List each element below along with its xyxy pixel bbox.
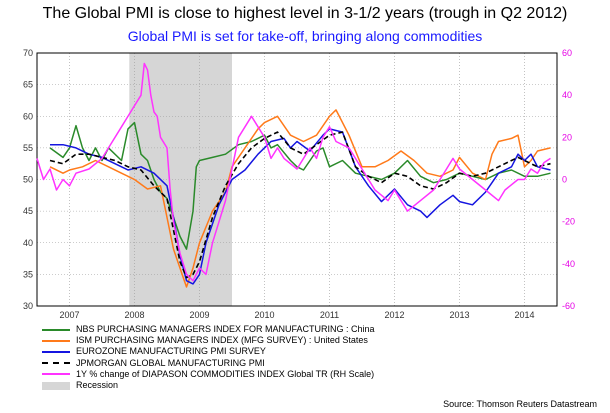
legend-label: JPMORGAN GLOBAL MANUFACTURING PMI: [76, 357, 265, 368]
series-line: [49, 121, 551, 250]
legend-swatch: [42, 373, 70, 376]
chart-subtitle: Global PMI is set for take-off, bringing…: [127, 28, 483, 44]
legend-item: EUROZONE MANUFACTURING PMI SURVEY: [42, 346, 375, 357]
y-right-tick-label: 40: [562, 90, 572, 100]
series-line: [36, 62, 551, 282]
y-left-tick-label: 70: [23, 48, 33, 58]
legend-swatch: [42, 328, 70, 331]
y-left-tick-label: 60: [23, 111, 33, 121]
plot-frame: [36, 52, 558, 307]
series-line: [49, 131, 551, 279]
y-left-tick-label: 30: [23, 301, 33, 311]
x-tick-label: 2014: [514, 310, 534, 320]
x-tick-label: 2010: [254, 310, 274, 320]
legend-swatch: [42, 339, 70, 342]
x-tick-label: 2012: [384, 310, 404, 320]
x-tick-label: 2009: [189, 310, 209, 320]
legend-swatch: [42, 362, 70, 365]
legend-label: ISM PURCHASING MANAGERS INDEX (MFG SURVE…: [76, 335, 368, 346]
y-left-tick-label: 40: [23, 238, 33, 248]
y-left-tick-label: 55: [23, 143, 33, 153]
x-tick-label: 2013: [449, 310, 469, 320]
legend-swatch: [42, 381, 70, 390]
x-tick-label: 2007: [59, 310, 79, 320]
legend-item: NBS PURCHASING MANAGERS INDEX FOR MANUFA…: [42, 324, 375, 335]
y-right-tick-label: 60: [562, 48, 572, 58]
grid-layer: [37, 53, 557, 306]
series-layer: [36, 62, 551, 288]
y-right-tick-label: 20: [562, 132, 572, 142]
y-left-tick-label: 65: [23, 80, 33, 90]
series-line: [50, 128, 551, 285]
y-left-tick-label: 35: [23, 269, 33, 279]
y-right-tick-label: -40: [562, 259, 575, 269]
chart-title: The Global PMI is close to highest level…: [42, 5, 568, 22]
legend-swatch: [42, 350, 70, 353]
legend-label: EUROZONE MANUFACTURING PMI SURVEY: [76, 346, 266, 357]
source-note: Source: Thomson Reuters Datastream: [443, 399, 597, 409]
y-right-tick-label: -20: [562, 217, 575, 227]
legend-item: JPMORGAN GLOBAL MANUFACTURING PMI: [42, 358, 375, 369]
x-tick-label: 2011: [320, 310, 339, 320]
legend: NBS PURCHASING MANAGERS INDEX FOR MANUFA…: [42, 324, 375, 391]
y-left-tick-label: 50: [23, 175, 33, 185]
legend-item: Recession: [42, 380, 375, 391]
legend-label: Recession: [76, 380, 119, 391]
legend-item: ISM PURCHASING MANAGERS INDEX (MFG SURVE…: [42, 335, 375, 346]
legend-label: NBS PURCHASING MANAGERS INDEX FOR MANUFA…: [76, 324, 375, 335]
y-left-tick-label: 45: [23, 206, 33, 216]
legend-label: 1Y % change of DIAPASON COMMODITIES INDE…: [76, 368, 375, 379]
y-right-tick-label: 0: [562, 175, 567, 185]
axis-layer: 30 35 40 45 50 55 60 65 70 -60 -40 -20 0 20 40 60 2007 20…: [23, 48, 575, 320]
series-line: [49, 109, 551, 288]
y-right-tick-label: -60: [562, 301, 575, 311]
legend-item: 1Y % change of DIAPASON COMMODITIES INDE…: [42, 369, 375, 380]
x-tick-label: 2008: [124, 310, 144, 320]
